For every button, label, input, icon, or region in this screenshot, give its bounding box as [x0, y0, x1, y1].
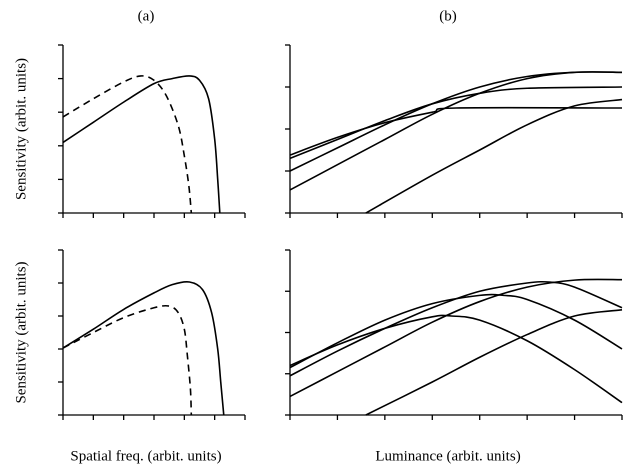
curve: [62, 281, 225, 416]
y-axis-label: Sensitivity (arbit. units): [13, 261, 29, 403]
curve: [289, 86, 623, 160]
curve: [289, 280, 623, 377]
curve: [289, 293, 623, 369]
curve: [289, 71, 623, 191]
panel-title: (b): [439, 8, 457, 24]
curve: [62, 75, 193, 214]
curve: [62, 304, 193, 416]
curve: [62, 75, 221, 214]
panel-title: (a): [138, 8, 155, 24]
curve: [365, 98, 623, 214]
x-axis-label: Spatial freq. (arbit. units): [70, 448, 221, 464]
y-axis-label: Sensitivity (arbit. units): [13, 58, 29, 200]
curve: [365, 309, 623, 416]
curve: [289, 314, 623, 404]
x-axis-label: Luminance (arbit. units): [375, 448, 520, 464]
curve: [289, 278, 623, 398]
curve: [289, 106, 623, 156]
